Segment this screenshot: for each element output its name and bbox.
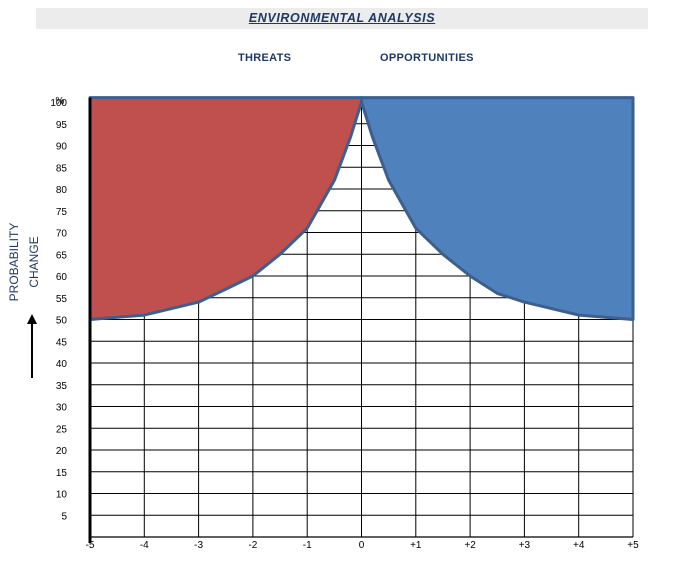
areas	[88, 96, 635, 321]
x-tick-label: -5	[86, 540, 95, 551]
y-tick-label: 85	[56, 163, 68, 174]
x-tick-label: 0	[359, 540, 365, 551]
x-tick-label: -3	[194, 540, 203, 551]
y-tick-label: 35	[56, 381, 68, 392]
y-tick-label: 20	[56, 446, 68, 457]
y-tick-label: 45	[56, 337, 68, 348]
x-tick-label: +1	[410, 540, 422, 551]
y-tick-label: 60	[56, 272, 68, 283]
x-tick-label: +4	[573, 540, 585, 551]
ticks: 5 10 15 20 25 30 35 40 45 50 55 60 65 70 75 80 85 90 95 100…	[50, 96, 639, 551]
y-tick-label: 75	[56, 207, 68, 218]
x-tick-label: -1	[303, 540, 312, 551]
y-unit-label: %	[56, 96, 65, 107]
y-tick-label: 95	[56, 120, 68, 131]
y-tick-label: 15	[56, 468, 68, 479]
opportunities-heading: OPPORTUNITIES	[380, 52, 474, 64]
y-tick-label: 25	[56, 424, 68, 435]
title-bar: ENVIRONMENTAL ANALYSIS	[36, 8, 648, 29]
y-axis-label: PROBABILITY CHANGE	[7, 223, 41, 302]
y-axis-label-line2: CHANGE	[27, 236, 41, 287]
x-tick-label: -4	[140, 540, 149, 551]
x-tick-label: +3	[519, 540, 531, 551]
x-tick-label: -2	[248, 540, 257, 551]
series-area-opportunities	[360, 96, 635, 321]
y-tick-label: 65	[56, 250, 68, 261]
y-tick-label: 30	[56, 403, 68, 414]
y-tick-label: 10	[56, 490, 68, 501]
y-tick-label: 100	[50, 98, 67, 109]
y-tick-label: 90	[56, 142, 68, 153]
y-axis-label-line1: PROBABILITY	[7, 223, 21, 302]
y-tick-label: 50	[56, 316, 68, 327]
y-tick-label: 80	[56, 185, 68, 196]
chart-title: ENVIRONMENTAL ANALYSIS	[248, 11, 436, 25]
threats-heading: THREATS	[238, 52, 292, 64]
y-tick-label: 40	[56, 359, 68, 370]
y-tick-label: 5	[61, 511, 67, 522]
x-tick-label: +5	[627, 540, 639, 551]
axes	[88, 97, 633, 543]
series-area-threats	[88, 96, 363, 321]
y-tick-label: 55	[56, 294, 68, 305]
y-tick-label: 70	[56, 229, 68, 240]
x-tick-label: +2	[464, 540, 476, 551]
